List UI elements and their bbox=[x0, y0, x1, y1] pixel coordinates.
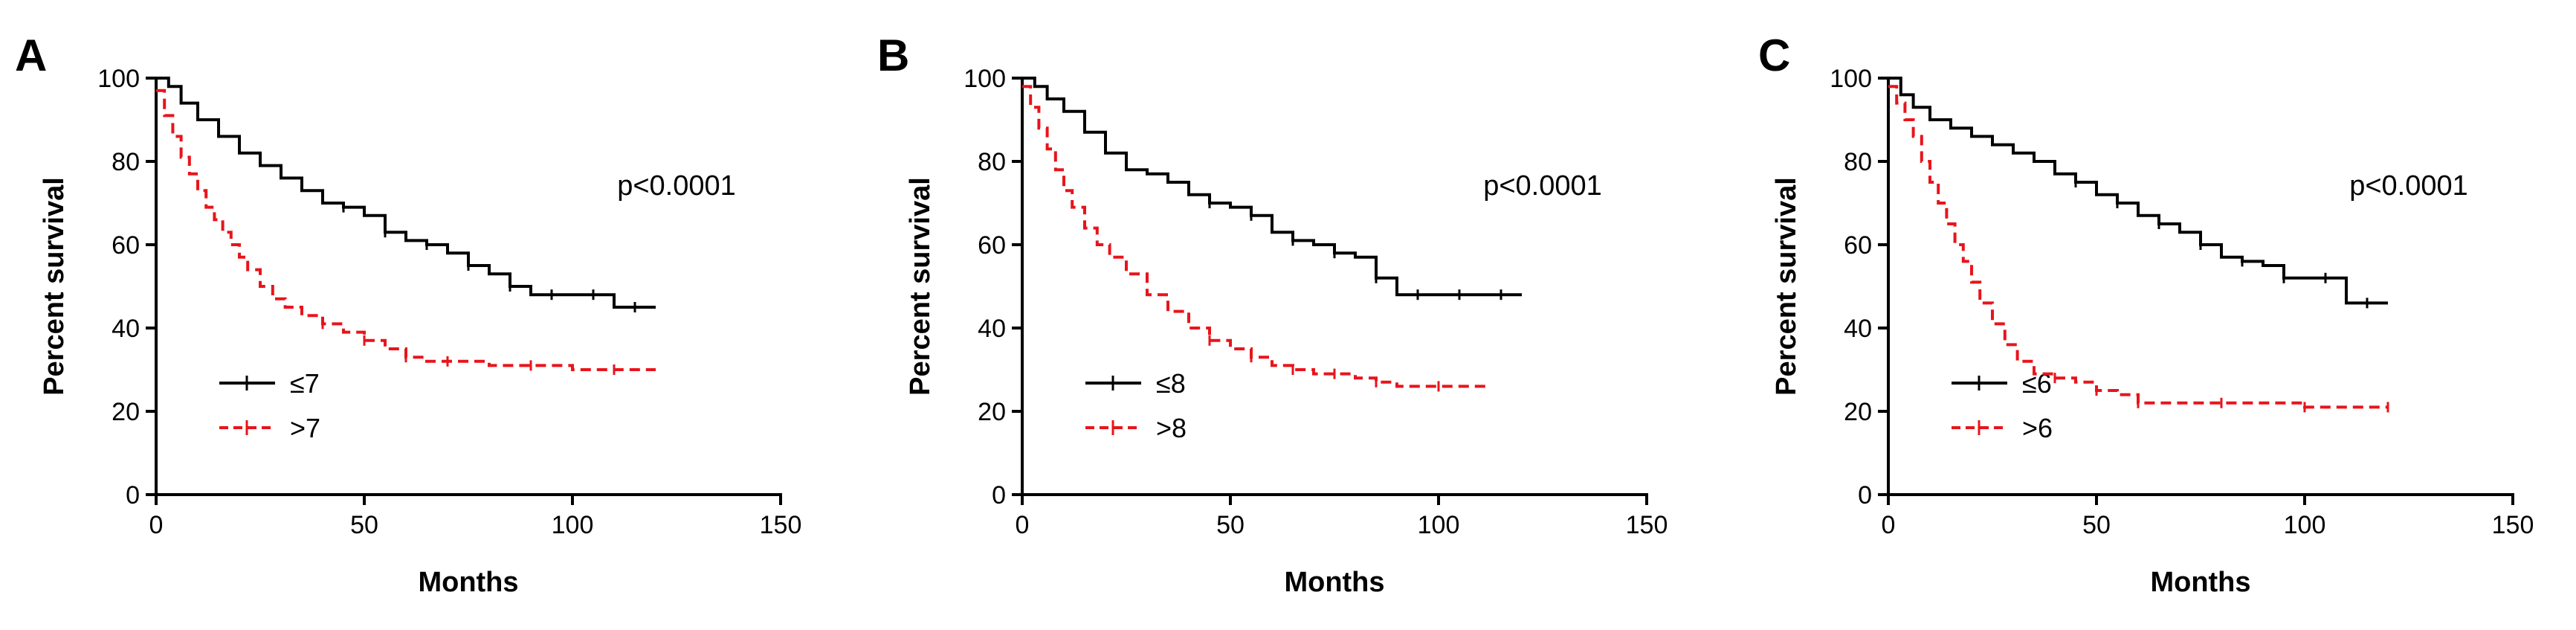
survival-curve-low bbox=[1022, 77, 1522, 297]
survival-curve-high bbox=[1888, 85, 2388, 409]
x-tick-label: 50 bbox=[1216, 511, 1245, 539]
panel-b: B 0 50 100 150 0 20 40 60 80 100 Months Percent surv… bbox=[877, 30, 1668, 598]
y-axis-title: Percent survival bbox=[905, 177, 936, 396]
x-tick-label: 50 bbox=[350, 511, 378, 539]
y-tick-label: 40 bbox=[1844, 315, 1872, 343]
panel-c: C 0 50 100 150 0 20 40 60 80 100 Months Percent surv… bbox=[1758, 30, 2534, 598]
y-tick-label: 0 bbox=[992, 481, 1006, 510]
y-tick-label: 20 bbox=[112, 398, 140, 426]
panel-letter: C bbox=[1758, 30, 1790, 80]
panel-letter: B bbox=[877, 30, 909, 80]
y-tick-label: 100 bbox=[1830, 65, 1872, 93]
survival-curve-low bbox=[1888, 77, 2388, 305]
y-tick-label: 60 bbox=[112, 231, 140, 260]
x-axis-title: Months bbox=[1284, 567, 1384, 598]
p-value-annotation: p<0.0001 bbox=[2349, 170, 2468, 202]
y-axis-title: Percent survival bbox=[1771, 177, 1802, 396]
y-tick-label: 60 bbox=[1844, 231, 1872, 260]
panel-letter: A bbox=[15, 30, 47, 80]
x-tick-label: 150 bbox=[1626, 511, 1668, 539]
y-tick-label: 20 bbox=[978, 398, 1006, 426]
y-tick-label: 80 bbox=[1844, 148, 1872, 176]
y-tick-label: 80 bbox=[978, 148, 1006, 176]
x-tick-label: 100 bbox=[1418, 511, 1460, 539]
y-tick-label: 0 bbox=[126, 481, 140, 510]
y-tick-label: 80 bbox=[112, 148, 140, 176]
x-tick-label: 0 bbox=[1016, 511, 1030, 539]
legend-label: >6 bbox=[2022, 413, 2053, 443]
legend-label: >8 bbox=[1156, 413, 1187, 443]
x-tick-label: 50 bbox=[2082, 511, 2111, 539]
legend-label: ≤8 bbox=[1156, 368, 1186, 399]
x-tick-label: 0 bbox=[1882, 511, 1896, 539]
y-tick-label: 40 bbox=[112, 315, 140, 343]
x-tick-label: 0 bbox=[149, 511, 164, 539]
x-tick-label: 150 bbox=[760, 511, 802, 539]
x-axis-title: Months bbox=[418, 567, 518, 598]
panel-a: A 0 50 100 150 0 20 40 60 80 100 Months Percent surv… bbox=[15, 30, 801, 598]
y-tick-label: 100 bbox=[963, 65, 1006, 93]
y-tick-label: 40 bbox=[978, 315, 1006, 343]
x-tick-label: 150 bbox=[2492, 511, 2534, 539]
x-axis-title: Months bbox=[2150, 567, 2250, 598]
y-tick-label: 20 bbox=[1844, 398, 1872, 426]
x-tick-label: 100 bbox=[552, 511, 594, 539]
survival-curve-high bbox=[1022, 85, 1489, 388]
survival-curve-low bbox=[156, 77, 656, 309]
y-tick-label: 100 bbox=[97, 65, 140, 93]
p-value-annotation: p<0.0001 bbox=[1483, 170, 1602, 202]
y-tick-label: 0 bbox=[1858, 481, 1872, 510]
x-tick-label: 100 bbox=[2284, 511, 2326, 539]
y-axis-title: Percent survival bbox=[39, 177, 70, 396]
legend-label: >7 bbox=[290, 413, 320, 443]
y-tick-label: 60 bbox=[978, 231, 1006, 260]
survival-curve-high bbox=[156, 89, 656, 371]
legend-label: ≤7 bbox=[290, 368, 320, 399]
p-value-annotation: p<0.0001 bbox=[617, 170, 736, 202]
